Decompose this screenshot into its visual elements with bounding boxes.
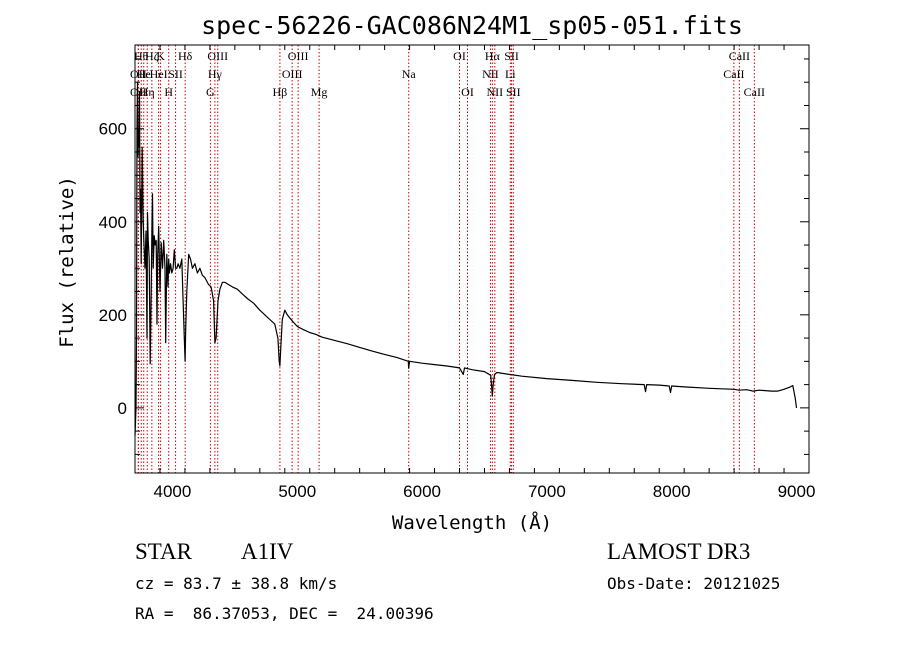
- object-class: STAR: [135, 539, 192, 564]
- line-marker-label: Hη: [140, 85, 155, 99]
- line-marker-label: Hα: [485, 49, 501, 63]
- spectral-line-markers: [137, 45, 755, 473]
- line-marker-label: H: [164, 85, 173, 99]
- line-marker-label: HeI: [150, 67, 168, 81]
- y-tick-label: 200: [99, 306, 127, 325]
- survey-name: LAMOST DR3: [607, 539, 751, 564]
- line-marker-label: G: [206, 85, 215, 99]
- line-marker-label: OI: [461, 85, 474, 99]
- x-axis-ticks: 4000 5000 6000 7000 8000 9000: [134, 45, 816, 501]
- line-marker-label: OIII: [288, 49, 309, 63]
- y-axis-ticks: 0 200 400 600: [99, 58, 809, 455]
- plot-frame: [134, 44, 810, 474]
- line-marker-label: K: [156, 49, 165, 63]
- line-marker-label: Li: [505, 67, 516, 81]
- y-axis-label: Flux (relative): [56, 176, 78, 348]
- line-marker-label: SII: [168, 67, 183, 81]
- x-tick-label: 4000: [154, 482, 192, 501]
- y-tick-label: 400: [99, 213, 127, 232]
- redshift-readout: cz = 83.7 ± 38.8 km/s: [135, 574, 338, 593]
- line-marker-label: OIII: [282, 67, 303, 81]
- line-marker-label: Hδ: [178, 49, 193, 63]
- x-tick-label: 5000: [278, 482, 316, 501]
- line-marker-label: Hβ: [273, 85, 288, 99]
- line-marker-label: SII: [504, 49, 519, 63]
- series-flux-line: [134, 81, 798, 436]
- line-marker-label: OI: [453, 49, 466, 63]
- series-group: [134, 81, 798, 436]
- observation-date: Obs-Date: 20121025: [607, 574, 781, 593]
- x-tick-label: 6000: [403, 482, 441, 501]
- line-marker-label: CaII: [744, 85, 765, 99]
- line-marker-label: Hγ: [208, 67, 223, 81]
- line-marker-label: OIII: [207, 49, 228, 63]
- line-marker-label: OII: [130, 67, 147, 81]
- y-tick-label: 600: [99, 120, 127, 139]
- line-marker-label: CaII: [723, 67, 744, 81]
- y-tick-label: 0: [118, 399, 127, 418]
- coordinates-readout: RA = 86.37053, DEC = 24.00396: [135, 604, 434, 623]
- line-marker-label: CaII: [729, 49, 750, 63]
- x-axis-label: Wavelength (Å): [392, 511, 552, 534]
- x-tick-label: 7000: [528, 482, 566, 501]
- spectral-line-labels: OII OII Hθ He Hη Hζ HeI K H SII Hδ G Hγ OIII Hβ OIII OII…: [130, 49, 765, 99]
- chart-title: spec-56226-GAC086N24M1_sp05-051.fits: [201, 11, 743, 40]
- x-tick-label: 9000: [778, 482, 816, 501]
- line-marker-label: Hζ: [145, 49, 159, 63]
- line-marker-label: NII: [487, 85, 504, 99]
- line-marker-label: Na: [402, 67, 417, 81]
- line-marker-label: NII: [482, 67, 499, 81]
- line-marker-label: Mg: [311, 85, 328, 99]
- line-marker-label: SII: [506, 85, 521, 99]
- line-marker-label: He: [137, 67, 151, 81]
- line-marker-label: Hθ: [134, 49, 149, 63]
- object-subclass: A1IV: [241, 539, 294, 564]
- line-marker-label: OII: [130, 85, 147, 99]
- x-tick-label: 8000: [653, 482, 691, 501]
